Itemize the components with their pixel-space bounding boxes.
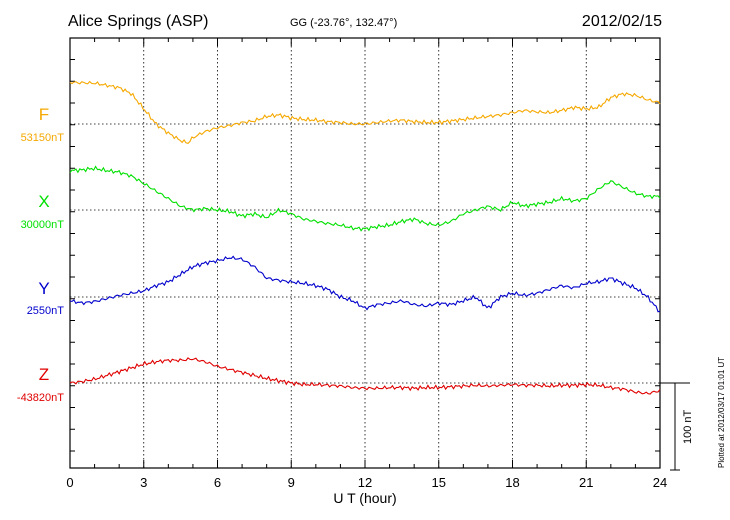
series-line-z	[69, 357, 661, 395]
grid-vertical	[143, 38, 587, 468]
x-tick-label: 24	[653, 475, 667, 490]
coordinates-label: GG (-23.76°, 132.47°)	[290, 17, 397, 29]
x-tick-label: 0	[66, 475, 73, 490]
series-baseline-f: 53150nT	[21, 132, 65, 144]
axis-ticks	[69, 38, 661, 468]
series-baseline-y: 2550nT	[27, 305, 65, 317]
series-baseline-x: 30000nT	[21, 219, 65, 231]
x-tick-label: 21	[579, 475, 593, 490]
series-name-y: Y	[38, 279, 49, 298]
plotted-timestamp: Plotted at 2012/03/17 01:01 UT	[717, 357, 726, 468]
series-group	[69, 80, 661, 395]
series-line-x	[69, 165, 661, 232]
scale-label: 100 nT	[682, 409, 694, 444]
x-axis-label: U T (hour)	[333, 490, 396, 506]
series-line-y	[69, 255, 661, 313]
x-tick-label: 9	[288, 475, 295, 490]
date-label: 2012/02/15	[582, 13, 662, 30]
series-labels: F 53150nT X 30000nT Y 2550nT Z -43820nT	[17, 105, 64, 404]
x-tick-labels: 0 3 6 9 12 15 18 21 24	[66, 475, 667, 490]
x-tick-label: 3	[140, 475, 147, 490]
series-name-x: X	[38, 192, 49, 211]
series-name-z: Z	[39, 365, 49, 384]
series-line-f	[69, 80, 661, 145]
station-title: Alice Springs (ASP)	[68, 13, 209, 30]
series-baseline-z: -43820nT	[17, 392, 64, 404]
x-tick-label: 15	[432, 475, 446, 490]
scale-bar	[660, 382, 690, 471]
x-tick-label: 18	[505, 475, 519, 490]
series-name-f: F	[39, 105, 49, 124]
x-tick-label: 12	[358, 475, 372, 490]
x-tick-label: 6	[214, 475, 221, 490]
